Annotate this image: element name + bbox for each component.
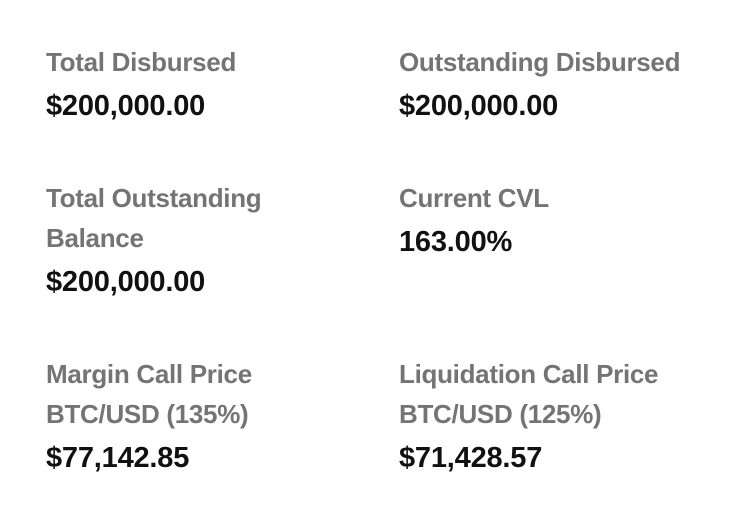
stat-value: $77,142.85 <box>46 442 190 474</box>
stat-value: 163.00% <box>399 226 513 258</box>
stat-value: $71,428.57 <box>399 442 543 474</box>
stat-label: Total Outstanding Balance <box>46 183 262 253</box>
stat-total-outstanding-balance: Total Outstanding Balance $200,000.00 <box>46 178 399 354</box>
stat-label: Outstanding Disbursed <box>399 47 681 77</box>
stat-value: $200,000.00 <box>46 90 206 122</box>
stat-label: Current CVL <box>399 183 549 213</box>
stat-total-disbursed: Total Disbursed $200,000.00 <box>46 42 399 178</box>
stat-label: Total Disbursed <box>46 47 237 77</box>
loan-stats-grid: Total Disbursed $200,000.00 Outstanding … <box>46 42 726 504</box>
stat-value: $200,000.00 <box>46 266 206 298</box>
stat-label: Margin Call Price BTC/USD (135%) <box>46 359 252 429</box>
stat-label: Liquidation Call Price BTC/USD (125%) <box>399 359 659 429</box>
stat-current-cvl: Current CVL 163.00% <box>399 178 726 354</box>
stat-outstanding-disbursed: Outstanding Disbursed $200,000.00 <box>399 42 726 178</box>
stat-value: $200,000.00 <box>399 90 559 122</box>
stat-liquidation-call-price: Liquidation Call Price BTC/USD (125%) $7… <box>399 354 726 504</box>
stat-margin-call-price: Margin Call Price BTC/USD (135%) $77,142… <box>46 354 399 504</box>
